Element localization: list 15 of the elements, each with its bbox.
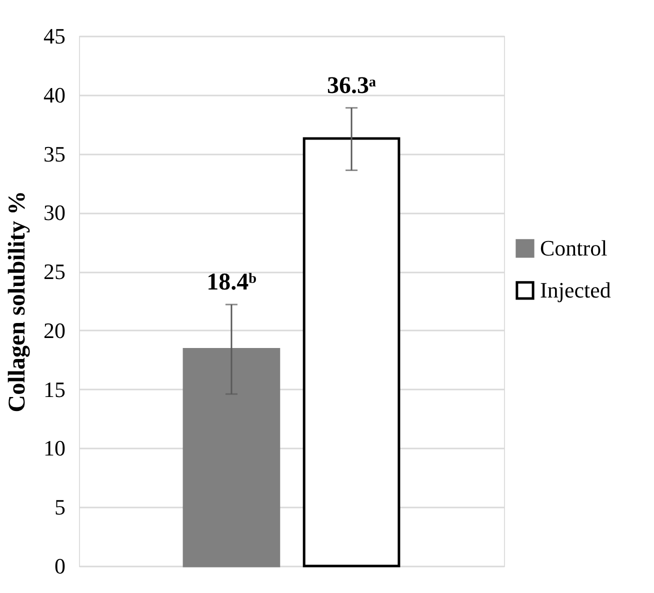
- y-tick-label: 5: [54, 494, 66, 520]
- y-tick-label: 45: [44, 24, 66, 48]
- y-axis-title: Collagen solubility %: [4, 190, 30, 412]
- data-label: 36.3ᵃ: [327, 72, 376, 99]
- legend-label: Injected: [540, 277, 611, 302]
- y-tick-label: 15: [44, 376, 66, 402]
- y-tick-label: 20: [44, 318, 66, 343]
- y-tick-label: 40: [44, 82, 66, 108]
- legend-label: Control: [540, 235, 608, 260]
- data-label: 18.4ᵇ: [206, 270, 257, 296]
- y-tick-label: 25: [44, 259, 66, 284]
- y-tick-label: 30: [44, 200, 66, 226]
- y-tick-label: 10: [44, 436, 66, 461]
- y-tick-label: 35: [44, 141, 66, 166]
- y-tick-label: 0: [54, 554, 66, 578]
